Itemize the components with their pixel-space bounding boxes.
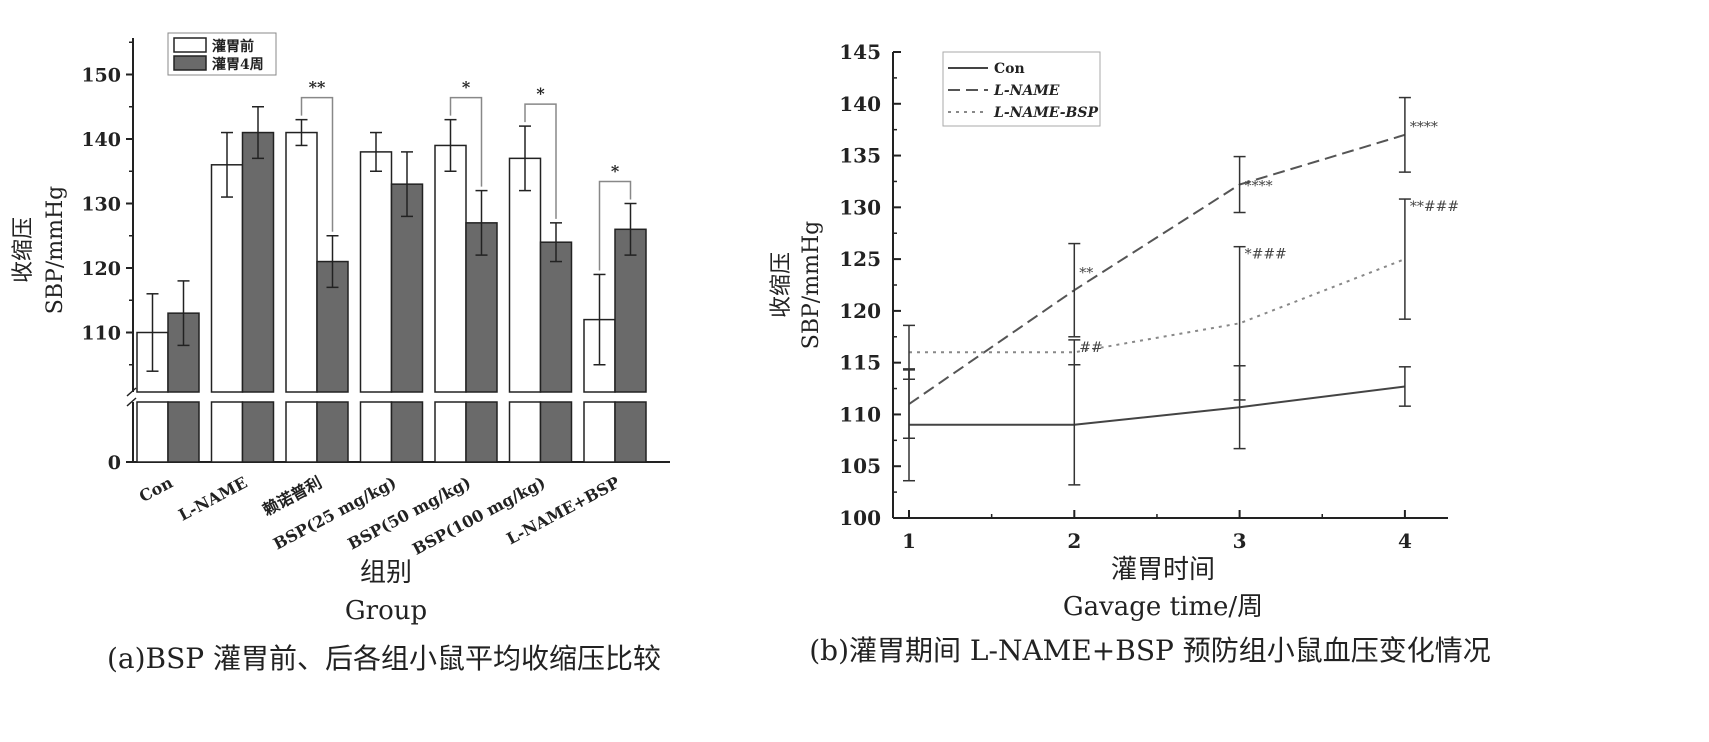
legend-swatch xyxy=(173,37,207,53)
legend-swatch xyxy=(173,55,207,71)
y-tick-label: 120 xyxy=(839,299,881,323)
x-axis-title-en: Group xyxy=(345,596,427,626)
significance-label: * xyxy=(536,84,545,103)
series-line xyxy=(909,258,1406,354)
significance-label: ** xyxy=(1079,266,1093,282)
bar xyxy=(508,157,542,393)
significance-bracket xyxy=(598,180,632,271)
bar-lower xyxy=(614,401,647,463)
significance-bracket xyxy=(524,103,557,219)
y-axis-title-en: SBP/mmHg xyxy=(799,221,824,349)
bar-lower xyxy=(285,401,318,463)
series-line xyxy=(909,385,1406,426)
bar xyxy=(614,228,647,393)
bar-lower xyxy=(390,401,424,463)
y-tick-label: 145 xyxy=(839,40,881,64)
bar xyxy=(539,241,573,393)
x-tick-label: L-NAME xyxy=(175,473,250,525)
bar-lower xyxy=(210,401,244,463)
bar xyxy=(210,164,244,393)
bar-lower xyxy=(316,401,349,463)
caption-b: (b)灌胃期间 L-NAME+BSP 预防组小鼠血压变化情况 xyxy=(809,634,1491,667)
y-tick-label: 150 xyxy=(81,65,121,87)
legend-label: 灌胃4周 xyxy=(212,56,264,73)
y-tick-label: 0 xyxy=(108,452,121,474)
y-tick-label: 125 xyxy=(839,247,881,271)
bar xyxy=(241,131,275,393)
y-tick-label: 135 xyxy=(839,144,881,168)
y-tick-label: 130 xyxy=(81,194,121,216)
significance-label: **### xyxy=(1410,199,1459,215)
legend-label: 灌胃前 xyxy=(212,38,254,55)
legend-label: Con xyxy=(994,61,1025,77)
axis-break-mark xyxy=(126,397,137,407)
x-tick-label: BSP(25 mg/kg) xyxy=(270,473,399,554)
significance-label: ## xyxy=(1079,340,1102,356)
significance-label: ** xyxy=(309,78,326,97)
legend-label: L-NAME-BSP xyxy=(993,105,1098,121)
x-tick-label: 2 xyxy=(1067,529,1081,553)
bar-lower xyxy=(465,401,498,463)
x-tick-label: BSP(100 mg/kg) xyxy=(409,473,548,559)
x-tick-label: 1 xyxy=(902,529,916,553)
bar-lower xyxy=(241,401,275,463)
bar-lower xyxy=(539,401,573,463)
bar-lower xyxy=(359,401,393,463)
significance-label: * xyxy=(611,162,620,181)
y-tick-label: 105 xyxy=(839,454,881,478)
bar-lower xyxy=(434,401,467,463)
y-tick-label: 110 xyxy=(839,402,881,426)
y-tick-label: 130 xyxy=(839,195,881,219)
significance-bracket xyxy=(449,96,483,187)
bar xyxy=(359,151,393,393)
y-axis-title-en: SBP/mmHg xyxy=(43,186,68,314)
y-axis-title: 收缩压 xyxy=(769,252,794,318)
series-line xyxy=(908,133,1406,405)
significance-bracket xyxy=(300,96,334,232)
significance-label: **** xyxy=(1245,179,1273,195)
y-axis-title: 收缩压 xyxy=(11,217,36,283)
significance-label: *### xyxy=(1245,247,1287,263)
bar xyxy=(434,144,467,393)
significance-label: * xyxy=(462,78,471,97)
x-tick-label: 4 xyxy=(1398,529,1412,553)
bar-lower xyxy=(136,401,169,463)
y-tick-label: 115 xyxy=(839,351,881,375)
y-tick-label: 100 xyxy=(839,506,881,530)
significance-label: **** xyxy=(1410,120,1438,136)
x-axis-title: 灌胃时间 xyxy=(1111,555,1215,585)
x-axis-title: 组别 xyxy=(360,558,412,588)
axis-break-mark xyxy=(126,387,137,397)
legend-label: L-NAME xyxy=(993,83,1060,99)
bar-lower xyxy=(508,401,542,463)
x-tick-label: Con xyxy=(136,473,176,506)
bar-lower xyxy=(583,401,616,463)
y-tick-label: 140 xyxy=(81,129,121,151)
y-tick-label: 110 xyxy=(81,323,121,345)
x-tick-label: 3 xyxy=(1233,529,1247,553)
bar xyxy=(390,183,424,393)
bar xyxy=(285,131,318,393)
y-tick-label: 140 xyxy=(839,92,881,116)
y-tick-label: 120 xyxy=(81,258,121,280)
caption-a: (a)BSP 灌胃前、后各组小鼠平均收缩压比较 xyxy=(107,642,661,675)
bar-lower xyxy=(167,401,200,463)
x-axis-title-en: Gavage time/周 xyxy=(1063,592,1263,622)
